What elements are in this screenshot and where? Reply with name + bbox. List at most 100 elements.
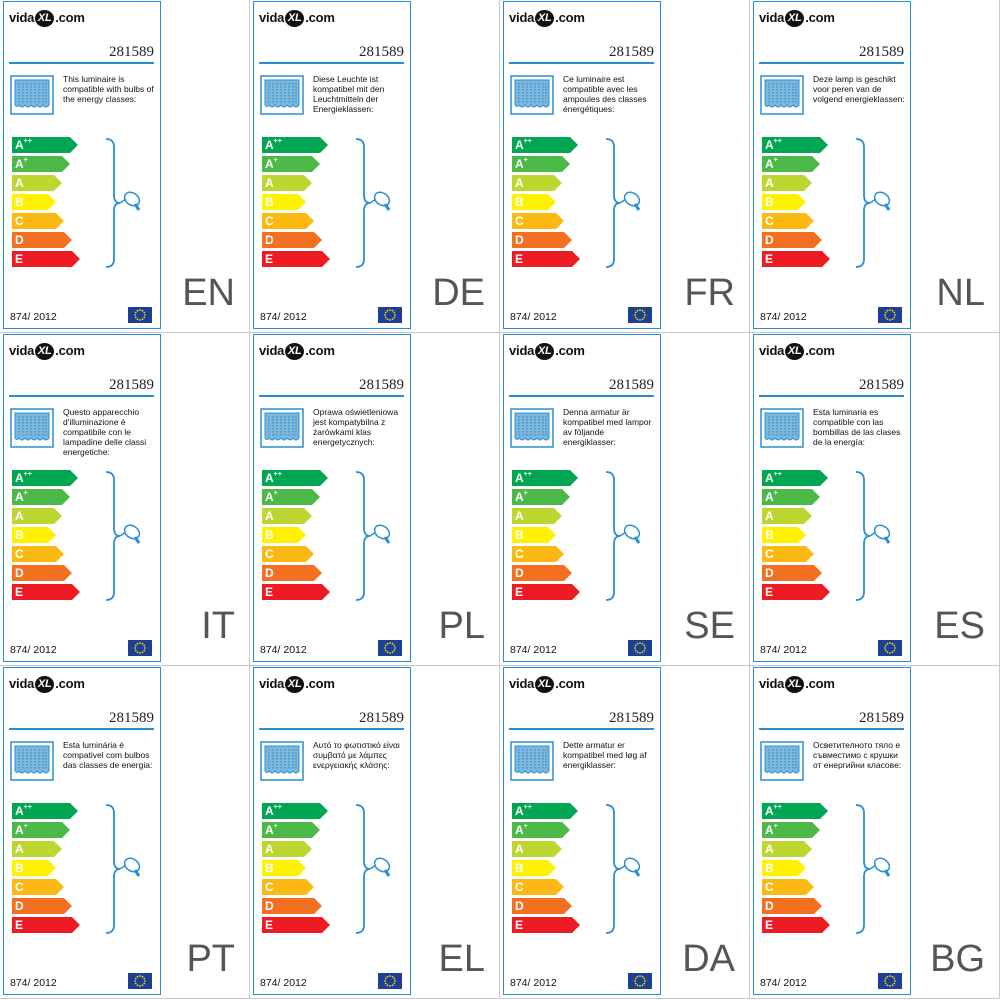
energy-label-card: vida XL .com 281589 Questo apparecchio d'i… (3, 334, 161, 662)
energy-class-scale: A++ A+ A B C D E (512, 470, 580, 603)
energy-class-letter: A (515, 471, 524, 485)
product-number: 281589 (359, 377, 404, 393)
energy-class-bar: D (262, 232, 322, 248)
language-code: PT (186, 938, 235, 980)
energy-class-letter: A (265, 471, 274, 485)
energy-class-letter: E (515, 252, 524, 266)
energy-class-bar: C (762, 546, 814, 562)
eu-flag-icon (628, 307, 652, 323)
product-number: 281589 (859, 44, 904, 60)
energy-class-letter: A (265, 804, 274, 818)
energy-class-modifier: + (773, 490, 778, 497)
compatibility-text: Esta luminaria es compatible con las bom… (813, 407, 901, 447)
energy-class-letter: A (515, 842, 524, 856)
energy-class-letter: A (265, 176, 274, 190)
energy-class-bar: A (762, 508, 812, 524)
regulation-number: 874/ 2012 (10, 977, 57, 989)
energy-class-bar: A (762, 175, 812, 191)
eu-flag-icon (128, 640, 152, 656)
energy-class-letter: D (15, 899, 24, 913)
product-number: 281589 (359, 44, 404, 60)
energy-label-nl: vida XL .com 281589 Deze lamp is geschikt … (750, 0, 1000, 333)
energy-class-bar: C (512, 546, 564, 562)
vidaxl-logo: vida XL .com (509, 10, 585, 28)
regulation-number: 874/ 2012 (510, 644, 557, 656)
vidaxl-logo: vida XL .com (759, 676, 835, 694)
energy-class-letter: E (765, 918, 774, 932)
language-code: DE (432, 272, 485, 314)
energy-class-letter: B (265, 528, 274, 542)
energy-class-bar: B (262, 527, 306, 543)
language-code: BG (930, 938, 985, 980)
luminaire-icon (260, 408, 304, 448)
energy-class-letter: B (15, 528, 24, 542)
energy-class-bar: A++ (512, 470, 578, 486)
luminaire-icon (510, 75, 554, 115)
energy-class-bar: A (12, 508, 62, 524)
energy-class-letter: A (765, 804, 774, 818)
vidaxl-logo: vida XL .com (759, 10, 835, 28)
energy-class-bar: E (512, 584, 580, 600)
energy-class-bar: D (762, 565, 822, 581)
regulation-number: 874/ 2012 (10, 644, 57, 656)
language-code: IT (201, 605, 235, 647)
energy-class-letter: E (265, 918, 274, 932)
energy-class-modifier: + (523, 823, 528, 830)
energy-class-modifier: ++ (523, 804, 532, 811)
energy-class-letter: C (265, 547, 274, 561)
energy-class-modifier: ++ (23, 804, 32, 811)
energy-class-bar: A++ (262, 470, 328, 486)
language-code: PL (438, 605, 485, 647)
eu-flag-icon (878, 307, 902, 323)
energy-class-letter: A (515, 804, 524, 818)
product-number: 281589 (359, 710, 404, 726)
energy-class-bar: D (262, 565, 322, 581)
energy-label-pt: vida XL .com 281589 Esta luminária é compa… (0, 666, 250, 999)
energy-class-letter: A (765, 471, 774, 485)
compatibility-text: Αυτό το φωτιστικό είναι συμβατό με λάμπε… (313, 740, 400, 770)
energy-class-bar: A+ (12, 489, 70, 505)
language-code: EL (438, 938, 485, 980)
energy-class-letter: D (15, 566, 24, 580)
energy-class-modifier: ++ (273, 471, 282, 478)
energy-class-bar: C (512, 879, 564, 895)
energy-class-bar: C (512, 213, 564, 229)
bulb-brace-icon (605, 471, 641, 601)
energy-label-card: vida XL .com 281589 This luminaire is comp… (3, 1, 161, 329)
energy-class-letter: A (15, 509, 24, 523)
energy-class-bar: B (262, 194, 306, 210)
energy-class-modifier: + (273, 490, 278, 497)
energy-class-letter: C (515, 547, 524, 561)
luminaire-icon (10, 741, 54, 781)
luminaire-icon (760, 75, 804, 115)
energy-class-letter: D (765, 233, 774, 247)
energy-class-bar: A++ (262, 803, 328, 819)
compatibility-text: Esta luminária é compativel com bulbos d… (63, 740, 153, 770)
energy-class-bar: B (512, 860, 556, 876)
vidaxl-logo: vida XL .com (759, 343, 835, 361)
regulation-number: 874/ 2012 (510, 311, 557, 323)
energy-class-bar: A+ (762, 156, 820, 172)
energy-class-modifier: + (773, 157, 778, 164)
energy-class-bar: A (512, 508, 562, 524)
energy-class-letter: A (265, 842, 274, 856)
energy-class-bar: B (12, 194, 56, 210)
energy-class-scale: A++ A+ A B C D E (762, 137, 830, 270)
energy-label-card: vida XL .com 281589 Dette armatur er kompa… (503, 667, 661, 995)
energy-class-bar: A+ (12, 156, 70, 172)
product-number: 281589 (109, 44, 154, 60)
energy-class-bar: E (262, 917, 330, 933)
energy-class-letter: B (515, 195, 524, 209)
energy-class-letter: B (15, 195, 24, 209)
regulation-number: 874/ 2012 (260, 977, 307, 989)
regulation-number: 874/ 2012 (760, 644, 807, 656)
energy-class-letter: C (265, 214, 274, 228)
energy-class-bar: E (512, 917, 580, 933)
energy-label-card: vida XL .com 281589 Oprawa oświetleniowa j… (253, 334, 411, 662)
divider (759, 728, 904, 730)
energy-class-bar: A (12, 841, 62, 857)
compatibility-text: Dette armatur er kompatibel med løg af e… (563, 740, 647, 770)
energy-class-letter: C (265, 880, 274, 894)
compatibility-text: Oprawa oświetleniowa jest kompatybilna z… (313, 407, 399, 447)
divider (259, 395, 404, 397)
